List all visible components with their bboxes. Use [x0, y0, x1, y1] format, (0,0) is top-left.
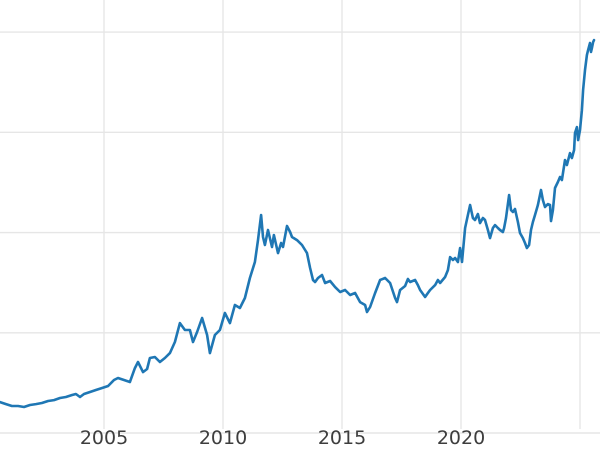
x-tick-label-2015: 2015: [318, 427, 366, 449]
price-line: [0, 38, 596, 409]
x-tick-label-2005: 2005: [80, 427, 128, 449]
x-tick-label-2020: 2020: [437, 427, 485, 449]
x-tick-label-2010: 2010: [199, 427, 247, 449]
